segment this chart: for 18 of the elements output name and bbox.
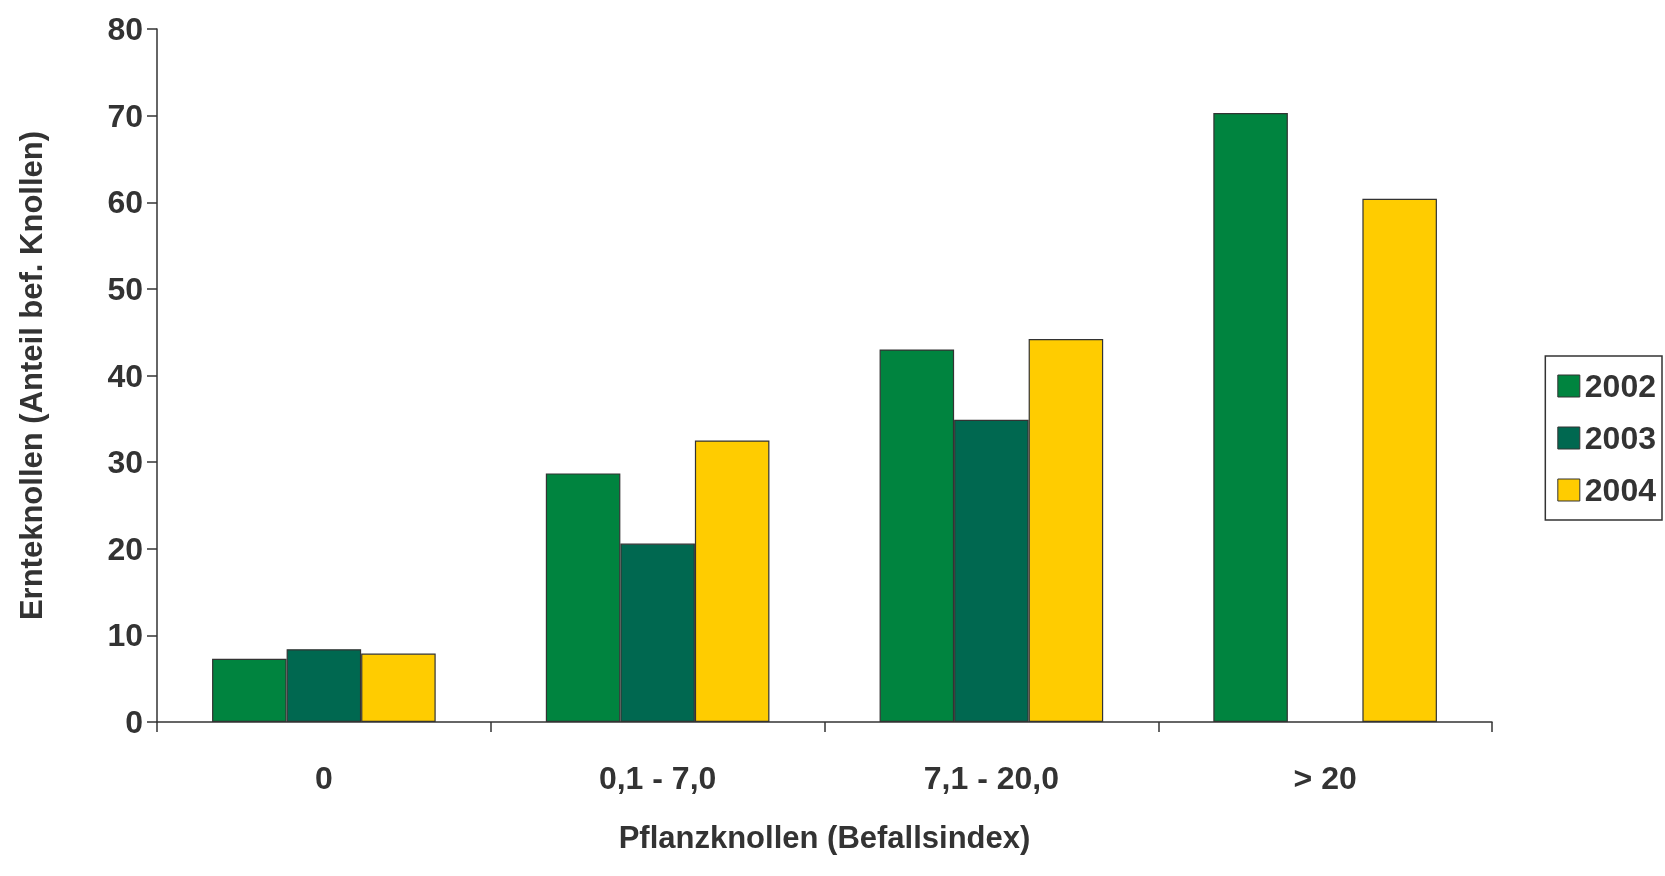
x-tick-label: 0 — [314, 760, 333, 796]
y-tick-label: 20 — [107, 530, 143, 567]
y-tick-label: 10 — [107, 617, 143, 654]
legend-label: 2004 — [1584, 472, 1657, 508]
y-tick-label: 70 — [107, 97, 143, 134]
legend-label: 2002 — [1584, 368, 1656, 404]
x-axis-title: Pflanzknollen (Befallsindex) — [618, 820, 1031, 855]
legend-label: 2003 — [1584, 420, 1656, 456]
y-tick-label: 50 — [107, 270, 143, 307]
x-tick-label: 0,1 - 7,0 — [598, 760, 717, 796]
y-tick-label: 30 — [107, 444, 143, 481]
x-tick-label: 7,1 - 20,0 — [923, 760, 1059, 796]
x-tick-label: > 20 — [1293, 760, 1357, 796]
y-axis-title: Ernteknollen (Anteil bef. Knollen) — [14, 130, 49, 621]
y-tick-label: 60 — [107, 184, 143, 221]
y-tick-label: 80 — [107, 11, 143, 47]
y-tick-label: 40 — [107, 357, 143, 394]
y-tick-label: 0 — [125, 704, 143, 740]
